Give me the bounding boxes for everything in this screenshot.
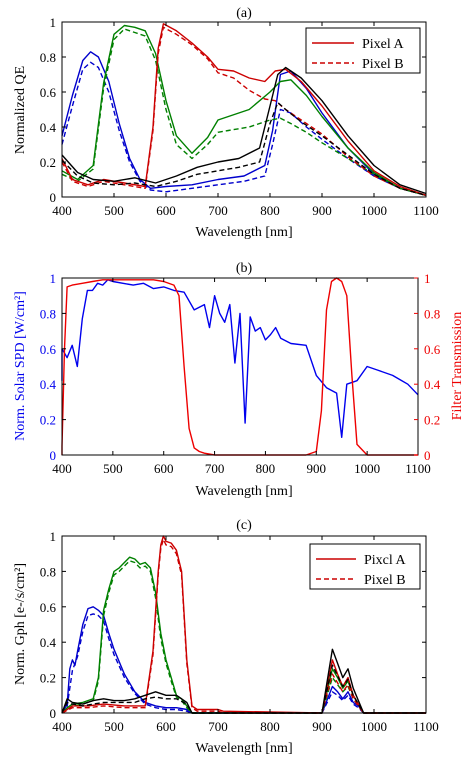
panel-a-title: (a) (236, 6, 252, 21)
panel-c-ylabel-text: Norm. Gph [e-/s/cm²] (13, 563, 28, 685)
panel-c-xtick-label: 1000 (361, 719, 387, 734)
panel-c-ytick-label: 0 (50, 706, 57, 721)
panel-c-ytick-label: 0.8 (40, 564, 56, 579)
panel-c-series-line-5 (61, 538, 426, 714)
panel-b-ytick-right-label: 1 (424, 271, 431, 286)
panel-b-ylabel-right: Filter Transmission (450, 312, 465, 421)
panel-c-xlabel: Wavelength [nm] (195, 741, 292, 756)
panel-b-xtick-label: 800 (256, 461, 276, 476)
panel-c-xtick-label: 400 (52, 719, 72, 734)
panel-b-xlabel: Wavelength [nm] (195, 484, 292, 499)
panel-a-series-line-4 (61, 23, 427, 196)
panel-b-ytick-right-label: 0.4 (424, 377, 441, 392)
panel-a-legend: Pixel A Pixel B (305, 27, 421, 74)
panel-a-xlabel: Wavelength [nm] (195, 225, 292, 240)
panel-a-xtick-label: 600 (156, 203, 176, 218)
panel-b-title: (b) (236, 261, 253, 276)
panel-c-yticks: 0 0.2 0.4 0.6 0.8 1 (40, 529, 426, 721)
panel-a-series-line-6 (61, 66, 427, 195)
panel-c-frame (61, 535, 427, 714)
panel-b-series-line-0 (61, 279, 419, 438)
panel-a-ylabel: Normalized QE (13, 66, 28, 154)
panel-c-ylabel: Norm. Gph [e-/s/cm²] (13, 563, 28, 685)
panel-a-legend-label-a: Pixel A (362, 37, 405, 52)
panel-a-ytick-label: 0.8 (40, 50, 56, 65)
panel-b-ytick-label: 0.4 (40, 377, 57, 392)
panel-a-series-line-7 (61, 101, 427, 196)
panel-c-xtick-label: 800 (260, 719, 280, 734)
panel-c: (c) 400 500 600 700 800 900 1000 1100 0 0.2 0.4 0.… (13, 518, 439, 756)
panel-b-yticks: 0 0.2 0.4 0.6 0.8 1 (40, 271, 66, 463)
panel-b-ytick-label: 0.2 (40, 413, 56, 428)
panel-b-ytick-right-label: 0.8 (424, 306, 440, 321)
panel-c-ytick-label: 1 (50, 529, 57, 544)
panel-b-ytick-right-label: 0.2 (424, 413, 440, 428)
panel-b-xtick-label: 600 (154, 461, 174, 476)
panel-a-ytick-label: 0.2 (40, 155, 56, 170)
panel-a-legend-box (305, 27, 421, 74)
panel-b-xtick-label: 1000 (354, 461, 380, 476)
panel-c-legend-box (309, 543, 421, 590)
panel-c-series-line-1 (61, 613, 426, 714)
panel-c-series-line-6 (61, 648, 426, 714)
panel-c-xtick-label: 1100 (413, 719, 439, 734)
panel-a-xtick-label: 800 (260, 203, 280, 218)
panel-c-xtick-label: 500 (104, 719, 124, 734)
panel-c-ytick-label: 0.4 (40, 635, 57, 650)
panel-c-series-line-7 (61, 664, 426, 714)
panel-c-xtick-label: 600 (156, 719, 176, 734)
panel-a-series-line-0 (61, 51, 427, 196)
panel-a-ytick-label: 1 (50, 15, 57, 30)
panel-c-ytick-label: 0.2 (40, 671, 56, 686)
panel-a-ytick-label: 0.6 (40, 85, 57, 100)
panel-b-frame (61, 277, 419, 456)
panel-a-frame (61, 21, 427, 198)
panel-c-title: (c) (236, 518, 252, 533)
panel-a: (a) 400 500 600 700 800 900 1000 1100 0 0.2 0.4 0.… (13, 6, 439, 240)
panel-a-xtick-label: 1100 (413, 203, 439, 218)
panel-b-series-line-1 (61, 277, 418, 456)
panel-a-series-line-1 (61, 61, 427, 196)
panel-a-xtick-label: 500 (104, 203, 124, 218)
panel-b-series (61, 277, 419, 456)
panel-b-ytick-label: 1 (50, 271, 57, 286)
panel-c-xtick-label: 900 (312, 719, 332, 734)
panel-b-ytick-right-label: 0 (424, 448, 431, 463)
panel-c-series (61, 535, 426, 714)
panel-b-yticks-right: 0 0.2 0.4 0.6 0.8 1 (414, 271, 441, 463)
panel-a-series (61, 23, 427, 196)
panel-a-ytick-label: 0 (50, 190, 57, 205)
panel-b-xtick-label: 1100 (405, 461, 431, 476)
panel-a-ytick-label: 0.4 (40, 120, 57, 135)
panel-b-xtick-label: 900 (307, 461, 327, 476)
panel-a-xticks: 400 500 600 700 800 900 1000 1100 (52, 22, 439, 218)
panel-c-legend-label-b: Pixel B (364, 573, 406, 588)
panel-b-ytick-label: 0.8 (40, 306, 56, 321)
panel-b: (b) 400 500 600 700 800 900 1000 1100 0 0.2 0.4 0.… (13, 261, 465, 499)
panel-b-ytick-label: 0.6 (40, 342, 57, 357)
panel-a-xtick-label: 1000 (361, 203, 387, 218)
panel-b-ytick-right-label: 0.6 (424, 342, 441, 357)
panel-a-xtick-label: 400 (52, 203, 72, 218)
panel-b-xtick-label: 400 (52, 461, 72, 476)
panel-c-xticks: 400 500 600 700 800 900 1000 1100 (52, 536, 439, 734)
panel-b-ytick-label: 0 (50, 448, 57, 463)
panel-c-ytick-label: 0.6 (40, 600, 57, 615)
panel-b-ylabel: Norm. Solar SPD [W/cm²] (13, 291, 28, 441)
panel-b-xticks: 400 500 600 700 800 900 1000 1100 (52, 278, 431, 476)
panel-a-xtick-label: 900 (312, 203, 332, 218)
panel-b-xtick-label: 700 (205, 461, 225, 476)
panel-a-legend-label-b: Pixel B (362, 57, 404, 72)
panel-c-xtick-label: 700 (208, 719, 228, 734)
panel-c-legend-label-a: Pixcl A (364, 553, 407, 568)
panel-a-series-line-3 (61, 28, 427, 196)
panel-a-xtick-label: 700 (208, 203, 228, 218)
panel-c-legend: Pixcl A Pixel B (309, 543, 421, 590)
panel-a-yticks: 0 0.2 0.4 0.6 0.8 1 (40, 15, 426, 205)
panel-a-series-line-2 (61, 24, 427, 196)
panel-b-xtick-label: 500 (103, 461, 123, 476)
